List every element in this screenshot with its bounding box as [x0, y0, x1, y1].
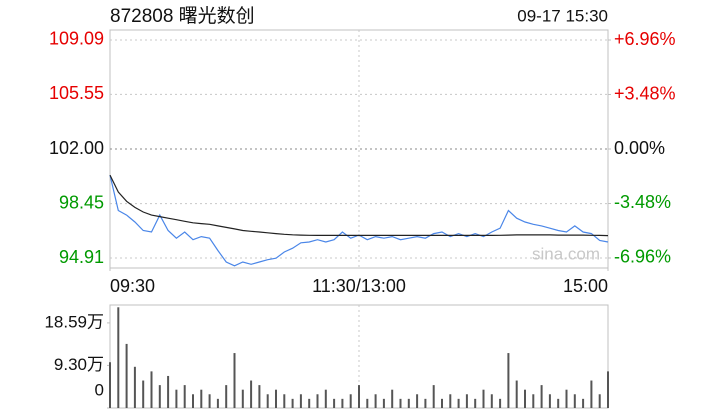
y-tick-label: 0: [95, 380, 104, 399]
volume-bar: [382, 398, 385, 408]
volume-bar: [117, 307, 120, 408]
volume-bar: [474, 398, 477, 408]
volume-bar: [150, 371, 153, 408]
volume-bar: [607, 371, 609, 408]
y-tick-label: 9.30万: [54, 355, 104, 374]
volume-bar: [540, 385, 543, 408]
volume-bar: [598, 394, 601, 408]
volume-bar: [142, 380, 145, 408]
volume-bar: [258, 385, 261, 408]
y2-tick-label: 0.00%: [614, 138, 665, 158]
volume-bar: [573, 394, 576, 408]
volume-bar: [200, 389, 203, 408]
x-tick-label: 11:30/13:00: [312, 276, 406, 296]
volume-bar: [125, 343, 128, 408]
y-tick-label: 94.91: [59, 247, 104, 267]
volume-bar: [565, 389, 568, 408]
volume-bar: [324, 389, 327, 408]
volume-bar: [158, 385, 161, 408]
volume-bar: [283, 394, 286, 408]
volume-bar: [465, 394, 468, 408]
volume-bar: [250, 380, 253, 408]
volume-bar: [532, 394, 535, 408]
volume-bar: [341, 398, 344, 408]
volume-bar: [275, 389, 277, 408]
volume-bar: [557, 398, 560, 408]
volume-bar: [499, 398, 502, 408]
x-tick-label: 09:30: [110, 276, 155, 296]
y2-tick-label: -3.48%: [614, 192, 671, 212]
volume-bar: [590, 380, 593, 408]
volume-bar: [457, 398, 460, 408]
volume-bar: [524, 389, 526, 408]
volume-bar: [316, 394, 319, 408]
volume-bar: [109, 362, 111, 408]
volume-bar: [490, 394, 493, 408]
volume-bar: [358, 385, 360, 408]
average-line: [109, 174, 609, 237]
volume-bar: [349, 394, 352, 408]
watermark: sina.com: [532, 244, 600, 263]
y-tick-label: 102.00: [49, 138, 104, 158]
y-tick-label: 18.59万: [44, 312, 104, 331]
volume-bar: [424, 398, 427, 408]
volume-bar: [399, 398, 402, 408]
y-tick-label: 109.09: [49, 29, 104, 49]
volume-bar: [374, 394, 377, 408]
volume-bar: [167, 375, 170, 408]
y2-tick-label: -6.96%: [614, 247, 671, 267]
volume-bar: [291, 398, 294, 408]
volume-bar: [266, 394, 269, 408]
volume-bar: [208, 394, 211, 408]
volume-bar: [441, 398, 443, 408]
volume-bar: [507, 353, 510, 408]
volume-bar: [241, 389, 244, 408]
stock-title: 872808 曙光数创: [110, 5, 255, 27]
timestamp: 09-17 15:30: [517, 6, 608, 25]
y-tick-label: 105.55: [49, 83, 104, 103]
volume-bar: [482, 389, 485, 408]
volume-bar: [225, 385, 228, 408]
volume-bar: [175, 389, 178, 408]
volume-bar: [233, 353, 236, 408]
volume-bar: [133, 366, 136, 408]
volume-bar: [582, 398, 585, 408]
x-tick-label: 15:00: [563, 276, 608, 296]
volume-bar: [308, 398, 311, 408]
volume-bar: [299, 394, 302, 408]
volume-bar: [333, 398, 336, 408]
volume-bar: [416, 394, 419, 408]
volume-bar: [449, 394, 452, 408]
volume-bar: [407, 398, 410, 408]
volume-bar: [366, 398, 369, 408]
volume-bar: [183, 385, 186, 408]
volume-bar: [216, 398, 219, 408]
y2-tick-label: +3.48%: [614, 83, 676, 103]
y2-tick-label: +6.96%: [614, 29, 676, 49]
volume-bar: [432, 385, 435, 408]
volume-bar: [548, 394, 551, 408]
volume-bar: [391, 389, 394, 408]
y-tick-label: 98.45: [59, 192, 104, 212]
volume-bar: [192, 394, 194, 408]
volume-bar: [515, 380, 518, 408]
